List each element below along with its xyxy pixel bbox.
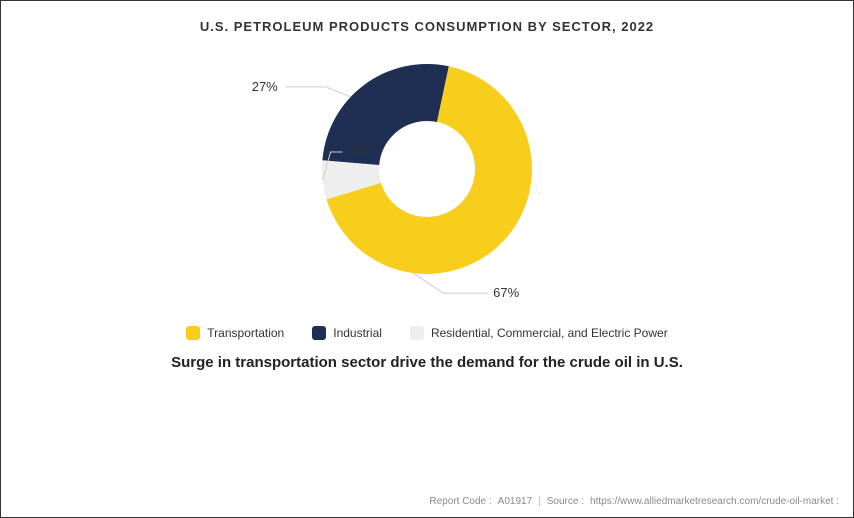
legend: Transportation Industrial Residential, C… [1, 326, 853, 340]
chart-caption: Surge in transportation sector drive the… [1, 354, 853, 371]
source-url: https://www.alliedmarketresearch.com/cru… [590, 496, 839, 507]
chart-title: U.S. PETROLEUM PRODUCTS CONSUMPTION BY S… [1, 19, 853, 34]
separator: | [538, 496, 541, 507]
slice-label-67: 67% [493, 285, 519, 300]
chart-area: 67%27%6% [1, 64, 853, 274]
legend-swatch [312, 326, 326, 340]
legend-label: Industrial [333, 326, 382, 340]
report-label: Report Code : [429, 496, 491, 507]
slice-label-6: 6% [348, 143, 367, 158]
legend-swatch [186, 326, 200, 340]
footer-source: Report Code : A01917 | Source : https://… [429, 496, 839, 507]
legend-swatch [410, 326, 424, 340]
report-code: A01917 [498, 496, 532, 507]
slice-label-27: 27% [252, 79, 278, 94]
legend-item-transportation: Transportation [186, 326, 284, 340]
source-label: Source : [547, 496, 584, 507]
legend-label: Transportation [207, 326, 284, 340]
donut-chart: 67%27%6% [322, 64, 532, 274]
legend-label: Residential, Commercial, and Electric Po… [431, 326, 668, 340]
legend-item-industrial: Industrial [312, 326, 382, 340]
legend-item-residential: Residential, Commercial, and Electric Po… [410, 326, 668, 340]
